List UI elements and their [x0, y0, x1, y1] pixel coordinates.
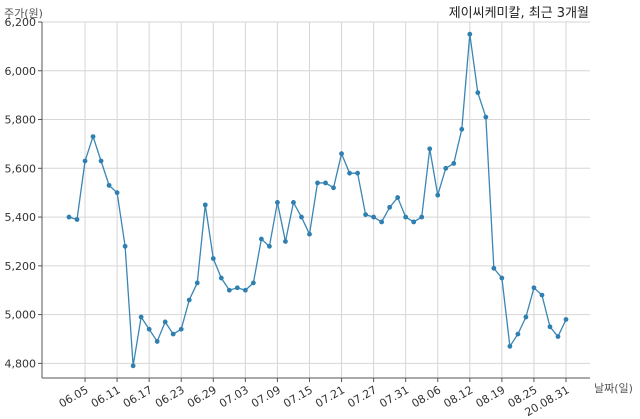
- data-point: [387, 204, 393, 210]
- data-point: [363, 212, 368, 218]
- data-point: [186, 297, 192, 303]
- y-tick-label: 5,600: [5, 162, 37, 175]
- x-tick-label: 06.11: [89, 383, 123, 410]
- data-point: [146, 326, 152, 332]
- data-point: [419, 214, 425, 220]
- data-point: [307, 231, 312, 237]
- y-tick-label: 4,800: [5, 357, 37, 370]
- data-point: [267, 243, 272, 249]
- data-point: [515, 331, 521, 337]
- data-point: [291, 200, 296, 205]
- y-tick-label: 5,800: [5, 114, 37, 127]
- data-point: [106, 182, 112, 188]
- data-point: [210, 256, 216, 261]
- data-point: [250, 280, 256, 286]
- y-tick-label: 6,200: [5, 16, 37, 29]
- data-point: [323, 180, 328, 186]
- x-tick-label: 06.29: [185, 383, 219, 410]
- data-point: [234, 285, 240, 291]
- data-point: [443, 165, 449, 171]
- chart-title: 제이씨케미칼, 최근 3개월: [449, 6, 589, 21]
- data-point: [451, 161, 457, 166]
- x-tick-label: 06.05: [57, 383, 91, 410]
- data-point: [523, 314, 529, 320]
- data-point: [178, 326, 184, 332]
- y-tick-label: 6,000: [5, 65, 37, 78]
- data-point: [411, 219, 417, 225]
- data-point: [74, 217, 80, 222]
- data-point: [299, 214, 304, 220]
- data-point: [122, 243, 128, 249]
- price-series-line: [68, 34, 567, 366]
- data-point: [395, 195, 401, 200]
- data-point: [355, 170, 360, 176]
- x-tick-label: 07.21: [313, 383, 347, 410]
- data-point: [226, 287, 232, 293]
- data-point: [98, 158, 104, 164]
- y-tick-label: 5,000: [5, 309, 37, 322]
- data-point: [339, 151, 344, 157]
- x-tick-label: 07.15: [281, 383, 315, 410]
- x-tick-label: 06.17: [121, 383, 155, 410]
- data-point: [114, 190, 120, 196]
- data-point: [66, 214, 72, 220]
- data-point: [379, 219, 385, 225]
- data-point: [555, 334, 561, 339]
- y-axis-label: 주가(원): [4, 7, 43, 20]
- grid-lines: [42, 21, 590, 378]
- data-point: [90, 134, 96, 140]
- data-point: [467, 31, 473, 37]
- data-point: [202, 202, 208, 208]
- data-point: [427, 146, 433, 152]
- x-tick-label: 06.23: [153, 383, 187, 410]
- data-point: [435, 192, 441, 198]
- data-point: [194, 280, 200, 286]
- data-point: [258, 236, 264, 242]
- data-point: [138, 314, 144, 320]
- x-tick-label: 08.12: [442, 383, 476, 410]
- data-point: [563, 317, 569, 322]
- data-point: [491, 265, 497, 271]
- data-point: [275, 200, 280, 205]
- y-tick-labels: 4,800 5,000 5,200 5,400 5,600 5,800 6,000 6,200: [5, 16, 37, 370]
- data-point: [242, 287, 248, 293]
- x-tick-label: 08.06: [409, 383, 443, 410]
- x-tick-labels: 06.0506.1106.1706.2306.2907.0307.0907.15…: [57, 383, 572, 419]
- x-tick-label: 07.31: [377, 383, 411, 410]
- x-tick-label: 07.27: [345, 383, 379, 410]
- data-point: [218, 275, 224, 281]
- data-point: [130, 363, 136, 369]
- data-point: [459, 126, 465, 132]
- data-point: [170, 331, 176, 337]
- data-point: [483, 114, 489, 120]
- x-tick-label: 07.03: [217, 383, 251, 410]
- y-tick-label: 5,400: [5, 211, 37, 224]
- data-point: [315, 180, 320, 186]
- data-point: [403, 214, 409, 220]
- data-point: [531, 285, 537, 291]
- data-point: [154, 339, 160, 344]
- data-point: [475, 90, 481, 96]
- data-point: [331, 185, 336, 191]
- data-point: [547, 324, 553, 330]
- x-axis-label: 날짜(일): [594, 381, 633, 395]
- data-point: [507, 343, 513, 349]
- y-tick-label: 5,200: [5, 260, 37, 273]
- axes: [38, 21, 590, 382]
- x-tick-label: 07.09: [249, 383, 283, 410]
- data-point: [82, 158, 88, 164]
- data-point: [499, 275, 505, 281]
- data-point: [162, 319, 168, 325]
- x-tick-label: 08.19: [474, 383, 508, 410]
- data-point: [283, 239, 288, 244]
- data-point: [539, 292, 545, 298]
- price-data-points: [66, 31, 569, 369]
- data-point: [347, 170, 352, 176]
- data-point: [371, 214, 377, 220]
